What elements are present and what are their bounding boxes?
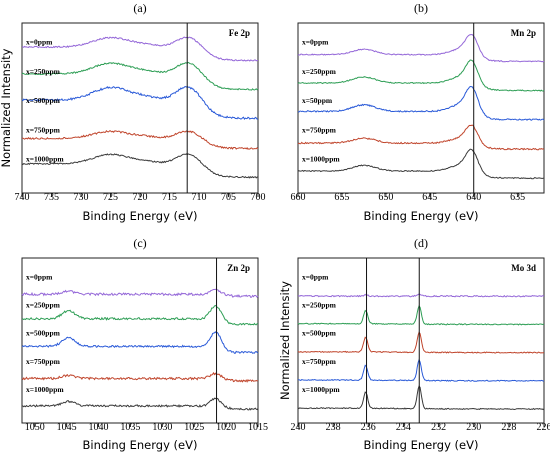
- x-tick-label: 230: [466, 422, 481, 433]
- spectrum-line: [297, 331, 545, 354]
- x-tick-label: 645: [422, 192, 437, 203]
- x-tick-label: 710: [192, 192, 207, 203]
- x-axis-label: Binding Energy (eV): [364, 209, 479, 223]
- x-tick-label: 700: [251, 192, 266, 203]
- series-label: x=1000ppm: [302, 385, 340, 394]
- panel-d: (d) Mo 3d 240 238 236 234 232 230 228 226 Binding …: [278, 236, 550, 452]
- x-tick-label: 640: [466, 192, 481, 203]
- series-label: x=0ppm: [26, 38, 53, 47]
- x-tick-label: 725: [103, 192, 118, 203]
- series-label: x=500ppm: [26, 96, 61, 105]
- spectrum-line: [297, 33, 545, 63]
- spectrum-line: [21, 61, 259, 91]
- series-label: x=250ppm: [302, 300, 337, 309]
- element-label: Fe 2p: [229, 28, 250, 38]
- series-label: x=750ppm: [302, 125, 337, 134]
- spectrum-line: [22, 129, 259, 150]
- series-label: x=750ppm: [26, 125, 61, 134]
- panel-c: (c) Zn 2p 1050 1045 1040 1035 1030 1025 1020 1015…: [21, 236, 268, 452]
- series-label: x=250ppm: [26, 67, 61, 76]
- x-tick-label: 740: [15, 192, 30, 203]
- panel-b: (b) Mn 2p 660 655 650 645 640 635 Binding Energy…: [291, 1, 545, 223]
- x-tick-label: 1045: [57, 422, 77, 433]
- series-label: x=500ppm: [302, 329, 337, 338]
- series-label: x=1000ppm: [26, 154, 64, 163]
- series-label: x=250ppm: [26, 300, 61, 309]
- spectrum-line: [297, 148, 545, 180]
- x-tick-label: 730: [74, 192, 89, 203]
- y-axis-label: Normalized Intensity: [278, 281, 292, 400]
- plot-frame: [21, 257, 259, 424]
- series-label: x=0ppm: [302, 272, 329, 281]
- x-axis-label: Binding Energy (eV): [83, 209, 198, 223]
- panel-label: (b): [414, 1, 428, 15]
- x-tick-label: 1050: [25, 422, 45, 433]
- x-tick-label: 650: [378, 192, 393, 203]
- x-tick-label: 1020: [216, 422, 236, 433]
- spectrum-line: [298, 358, 545, 382]
- series-label: x=1000ppm: [302, 154, 340, 163]
- x-tick-label: 660: [291, 192, 306, 203]
- element-label: Zn 2p: [227, 263, 250, 273]
- panel-label: (c): [133, 236, 146, 250]
- plot-frame: [21, 22, 259, 194]
- x-tick-label: 715: [162, 192, 177, 203]
- plot-frame: [297, 257, 545, 424]
- x-tick-label: 232: [431, 422, 446, 433]
- x-tick-label: 635: [510, 192, 525, 203]
- spectrum-line: [297, 124, 545, 151]
- panel-label: (a): [133, 1, 146, 15]
- spectrum-line: [21, 371, 259, 383]
- element-label: Mn 2p: [511, 28, 536, 38]
- x-tick-label: 1030: [152, 422, 172, 433]
- spectrum-line: [297, 385, 545, 411]
- x-tick-label: 228: [501, 422, 516, 433]
- series-label: x=0ppm: [26, 272, 53, 281]
- plot-frame: [297, 22, 545, 194]
- panel-a: (a) Fe 2p 740 735 730 725 720 715 710 705 700 Bindi…: [0, 1, 266, 223]
- x-tick-label: 226: [537, 422, 550, 433]
- spectrum-line: [22, 36, 258, 62]
- x-axis-label: Binding Energy (eV): [364, 438, 479, 452]
- x-tick-label: 240: [291, 422, 306, 433]
- spectrum-line: [297, 59, 545, 92]
- series-label: x=750ppm: [302, 357, 337, 366]
- x-tick-label: 1025: [184, 422, 204, 433]
- spectrum-line: [21, 85, 259, 120]
- x-tick-label: 1040: [89, 422, 109, 433]
- x-tick-label: 1015: [248, 422, 268, 433]
- x-axis-label: Binding Energy (eV): [83, 438, 198, 452]
- element-label: Mo 3d: [511, 263, 536, 273]
- x-tick-label: 735: [44, 192, 59, 203]
- x-tick-label: 655: [334, 192, 349, 203]
- x-tick-label: 238: [326, 422, 341, 433]
- series-label: x=1000ppm: [26, 385, 64, 394]
- spectrum-line: [297, 85, 545, 121]
- series-label: x=250ppm: [302, 67, 337, 76]
- spectrum-line: [21, 331, 259, 354]
- series-label: x=750ppm: [26, 357, 61, 366]
- spectrum-line: [22, 304, 259, 326]
- panel-label: (d): [414, 236, 428, 250]
- x-tick-label: 705: [221, 192, 236, 203]
- spectrum-line: [21, 153, 259, 179]
- spectrum-line: [21, 288, 259, 299]
- y-axis-label: Normalized Intensity: [0, 48, 13, 167]
- x-tick-label: 234: [396, 422, 411, 433]
- spectrum-line: [297, 293, 545, 298]
- series-label: x=0ppm: [302, 38, 329, 47]
- spectrum-line: [21, 397, 259, 411]
- x-tick-label: 720: [133, 192, 148, 203]
- x-tick-label: 1035: [120, 422, 140, 433]
- spectrum-line: [297, 304, 545, 326]
- series-label: x=50ppm: [302, 96, 333, 105]
- series-label: x=500ppm: [26, 329, 61, 338]
- x-tick-label: 236: [361, 422, 376, 433]
